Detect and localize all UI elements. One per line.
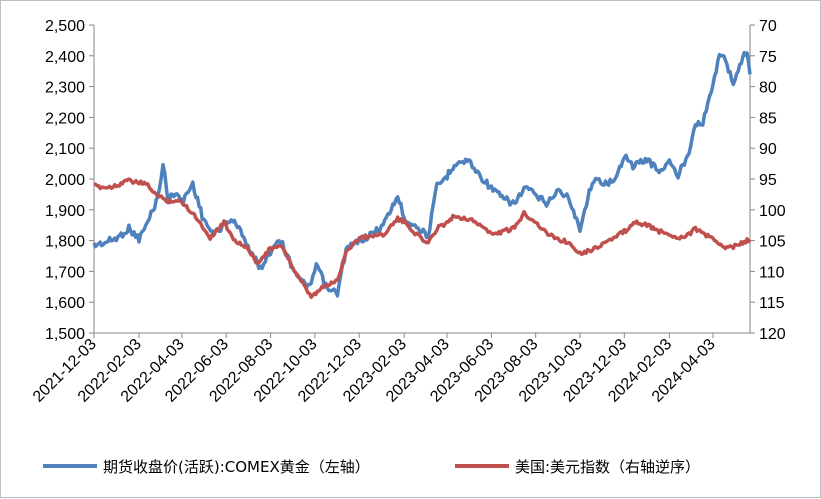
right-tick-label: 70 — [759, 18, 777, 35]
series-line-dollar-index — [93, 177, 752, 300]
right-tick-label: 80 — [759, 80, 777, 97]
left-tick-label: 2,100 — [45, 141, 85, 158]
left-tick-label: 1,700 — [45, 264, 85, 281]
axes: 1,500 70 1,600 75 1,700 80 1,800 85 1,900 90 2,000… — [30, 18, 786, 406]
right-tick-label: 120 — [759, 326, 786, 343]
right-tick-label: 95 — [759, 172, 777, 189]
left-tick-label: 1,900 — [45, 203, 85, 220]
right-tick-label: 75 — [759, 49, 777, 66]
series-layer — [92, 50, 752, 300]
right-tick-label: 100 — [759, 203, 786, 220]
legend: 期货收盘价(活跃):COMEX黄金（左轴） 美国:美元指数（右轴逆序） — [43, 458, 700, 476]
right-tick-label: 110 — [759, 264, 785, 281]
left-tick-label: 2,000 — [45, 172, 85, 189]
left-tick-label: 1,800 — [45, 234, 85, 251]
right-tick-label: 115 — [759, 295, 785, 312]
left-tick-label: 2,200 — [45, 110, 85, 127]
left-tick-label: 2,500 — [45, 18, 85, 35]
right-tick-label: 105 — [759, 234, 786, 251]
right-tick-label: 90 — [759, 141, 777, 158]
left-tick-label: 1,600 — [45, 295, 85, 312]
left-tick-label: 2,300 — [45, 80, 85, 97]
legend-label-gold: 期货收盘价(活跃):COMEX黄金（左轴） — [103, 458, 370, 476]
left-tick-label: 2,400 — [45, 49, 85, 66]
right-tick-label: 85 — [759, 110, 777, 127]
legend-label-dollar-index: 美国:美元指数（右轴逆序） — [515, 458, 700, 476]
left-tick-label: 1,500 — [45, 326, 85, 343]
series-line-gold — [92, 50, 752, 298]
